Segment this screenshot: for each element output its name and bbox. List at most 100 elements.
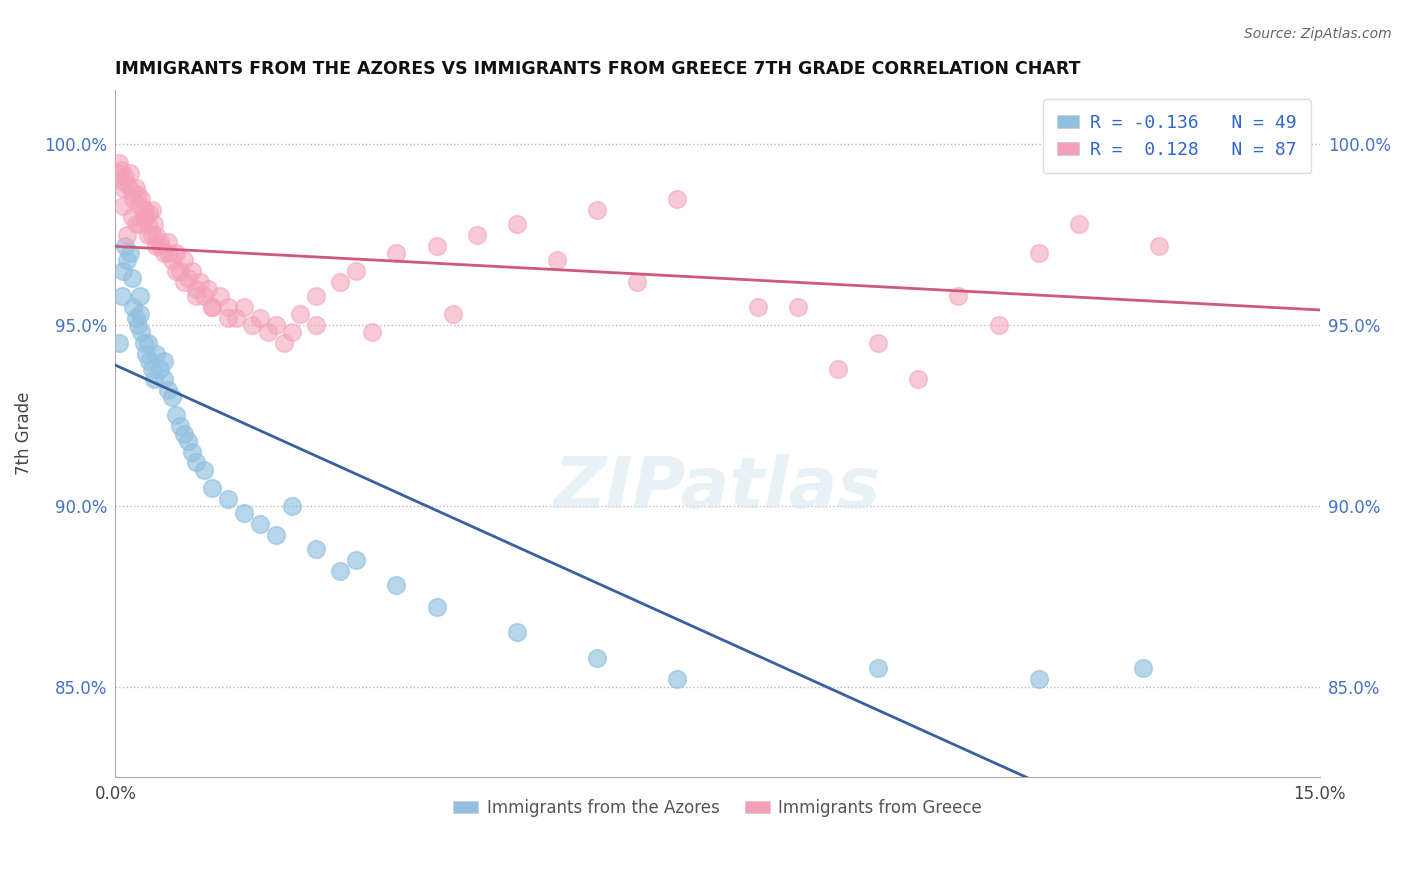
Point <box>184 455 207 469</box>
Point <box>465 227 488 242</box>
Point <box>160 253 183 268</box>
Point <box>110 162 132 177</box>
Point <box>124 310 146 325</box>
Point <box>138 354 160 368</box>
Point <box>135 347 157 361</box>
Y-axis label: 7th Grade: 7th Grade <box>15 392 32 475</box>
Point <box>305 289 328 303</box>
Point <box>136 227 159 242</box>
Point <box>201 481 224 495</box>
Point <box>193 463 215 477</box>
Point <box>361 326 384 340</box>
Point <box>626 275 648 289</box>
Point <box>132 210 155 224</box>
Text: Source: ZipAtlas.com: Source: ZipAtlas.com <box>1244 27 1392 41</box>
Point <box>180 444 202 458</box>
Point <box>132 202 155 217</box>
Point <box>426 238 449 252</box>
Point <box>173 253 195 268</box>
Point <box>156 235 179 249</box>
Point <box>329 564 352 578</box>
Point <box>868 661 890 675</box>
Point <box>108 155 131 169</box>
Point <box>441 307 464 321</box>
Point <box>184 282 207 296</box>
Point <box>108 336 131 351</box>
Point <box>201 300 224 314</box>
Point <box>184 289 207 303</box>
Point <box>264 527 287 541</box>
Point <box>264 318 287 333</box>
Point <box>135 210 157 224</box>
Point <box>329 275 352 289</box>
Point <box>121 271 143 285</box>
Point <box>114 169 136 184</box>
Point <box>122 300 145 314</box>
Point <box>232 506 254 520</box>
Point <box>152 372 174 386</box>
Point <box>1067 217 1090 231</box>
Point <box>122 192 145 206</box>
Point <box>145 227 167 242</box>
Point <box>197 282 219 296</box>
Text: IMMIGRANTS FROM THE AZORES VS IMMIGRANTS FROM GREECE 7TH GRADE CORRELATION CHART: IMMIGRANTS FROM THE AZORES VS IMMIGRANTS… <box>115 60 1081 78</box>
Point <box>117 253 139 268</box>
Point <box>240 318 263 333</box>
Point <box>1028 246 1050 260</box>
Point <box>1227 155 1250 169</box>
Point <box>176 271 198 285</box>
Point <box>117 178 139 192</box>
Point <box>907 372 929 386</box>
Point <box>257 326 280 340</box>
Point <box>176 434 198 448</box>
Point <box>173 426 195 441</box>
Point <box>128 217 150 231</box>
Point <box>249 310 271 325</box>
Point <box>149 235 172 249</box>
Point <box>1132 661 1154 675</box>
Point <box>426 600 449 615</box>
Point <box>217 310 239 325</box>
Point <box>117 227 139 242</box>
Point <box>129 192 152 206</box>
Point <box>165 264 187 278</box>
Point <box>506 625 529 640</box>
Point <box>546 253 568 268</box>
Point <box>169 419 191 434</box>
Point <box>107 166 129 180</box>
Point <box>827 361 849 376</box>
Point <box>128 289 150 303</box>
Point <box>138 206 160 220</box>
Point <box>586 202 609 217</box>
Point <box>180 264 202 278</box>
Legend: Immigrants from the Azores, Immigrants from Greece: Immigrants from the Azores, Immigrants f… <box>447 792 988 823</box>
Point <box>1147 238 1170 252</box>
Point <box>145 347 167 361</box>
Point <box>121 185 143 199</box>
Point <box>232 300 254 314</box>
Point <box>666 673 689 687</box>
Point <box>121 210 143 224</box>
Point <box>141 227 163 242</box>
Point <box>344 264 367 278</box>
Point <box>169 264 191 278</box>
Point <box>136 217 159 231</box>
Point <box>305 318 328 333</box>
Point <box>128 199 150 213</box>
Point <box>586 650 609 665</box>
Point <box>173 275 195 289</box>
Point <box>111 289 134 303</box>
Text: ZIPatlas: ZIPatlas <box>554 454 882 523</box>
Point <box>118 246 141 260</box>
Point <box>143 217 166 231</box>
Point <box>868 336 890 351</box>
Point <box>141 361 163 376</box>
Point <box>149 361 172 376</box>
Point <box>128 307 150 321</box>
Point <box>344 553 367 567</box>
Point <box>165 409 187 423</box>
Point <box>201 300 224 314</box>
Point <box>156 246 179 260</box>
Point <box>948 289 970 303</box>
Point <box>208 289 231 303</box>
